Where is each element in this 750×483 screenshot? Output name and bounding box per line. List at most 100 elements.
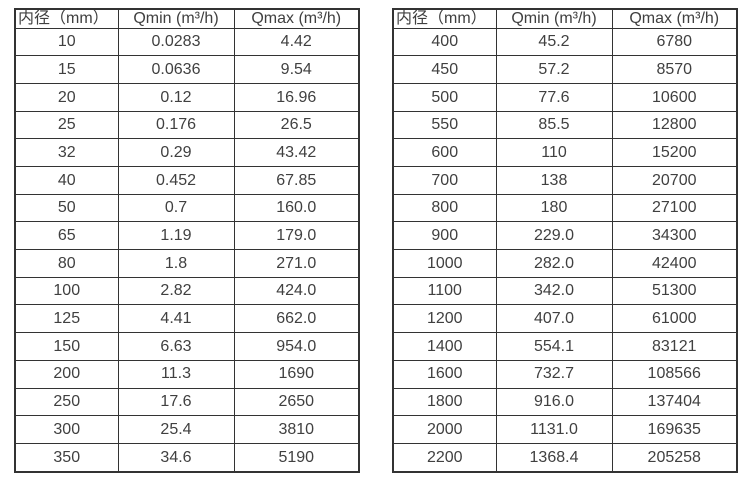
header-row: 内径（mm） Qmin (m³/h) Qmax (m³/h) [14, 8, 360, 29]
cell: 34300 [611, 221, 738, 251]
cell: 83121 [611, 332, 738, 361]
table-row: 65 1.19 179.0 [14, 221, 360, 251]
cell: 100 [14, 276, 119, 306]
cell: 85.5 [495, 110, 613, 140]
cell: 271.0 [233, 249, 360, 278]
cell: 250 [14, 387, 119, 417]
cell: 1100 [392, 276, 497, 306]
cell: 77.6 [495, 82, 613, 112]
cell: 42400 [611, 249, 738, 278]
column-header: Qmin (m³/h) [495, 8, 613, 29]
cell: 800 [392, 193, 497, 223]
cell: 0.0283 [117, 27, 235, 57]
cell: 179.0 [233, 221, 360, 251]
cell: 407.0 [495, 304, 613, 334]
table-row: 350 34.6 5190 [14, 442, 360, 473]
cell: 350 [14, 442, 119, 473]
cell: 1000 [392, 249, 497, 278]
table-row: 100 2.82 424.0 [14, 276, 360, 306]
table-row: 550 85.5 12800 [392, 110, 738, 140]
cell: 34.6 [117, 442, 235, 473]
cell: 27100 [611, 193, 738, 223]
cell: 205258 [611, 442, 738, 473]
table-row: 10 0.0283 4.42 [14, 27, 360, 57]
cell: 8570 [611, 55, 738, 84]
cell: 1690 [233, 359, 360, 389]
cell: 17.6 [117, 387, 235, 417]
cell: 916.0 [495, 387, 613, 417]
table-row: 25 0.176 26.5 [14, 110, 360, 140]
cell: 45.2 [495, 27, 613, 57]
cell: 342.0 [495, 276, 613, 306]
cell: 0.12 [117, 82, 235, 112]
cell: 3810 [233, 415, 360, 444]
table-row: 1200 407.0 61000 [392, 304, 738, 334]
cell: 5190 [233, 442, 360, 473]
cell: 137404 [611, 387, 738, 417]
table-row: 50 0.7 160.0 [14, 193, 360, 223]
cell: 9.54 [233, 55, 360, 84]
cell: 180 [495, 193, 613, 223]
cell: 554.1 [495, 332, 613, 361]
cell: 424.0 [233, 276, 360, 306]
cell: 20 [14, 82, 119, 112]
cell: 10 [14, 27, 119, 57]
cell: 15 [14, 55, 119, 84]
flow-table-large-diameters: 内径（mm） Qmin (m³/h) Qmax (m³/h) 400 45.2 6780… [392, 8, 738, 473]
table-row: 450 57.2 8570 [392, 55, 738, 84]
table-row: 1800 916.0 137404 [392, 387, 738, 417]
table-row: 400 45.2 6780 [392, 27, 738, 57]
table-row: 1600 732.7 108566 [392, 359, 738, 389]
cell: 300 [14, 415, 119, 444]
cell: 2000 [392, 415, 497, 444]
cell: 110 [495, 138, 613, 168]
cell: 1.19 [117, 221, 235, 251]
column-header: 内径（mm） [392, 8, 497, 29]
cell: 169635 [611, 415, 738, 444]
table-row: 1400 554.1 83121 [392, 332, 738, 361]
cell: 11.3 [117, 359, 235, 389]
cell: 10600 [611, 82, 738, 112]
table-row: 125 4.41 662.0 [14, 304, 360, 334]
cell: 450 [392, 55, 497, 84]
table-row: 250 17.6 2650 [14, 387, 360, 417]
cell: 2.82 [117, 276, 235, 306]
table-row: 200 11.3 1690 [14, 359, 360, 389]
flow-table-small-diameters: 内径（mm） Qmin (m³/h) Qmax (m³/h) 10 0.0283 4.4… [14, 8, 360, 473]
cell: 1.8 [117, 249, 235, 278]
cell: 51300 [611, 276, 738, 306]
cell: 2650 [233, 387, 360, 417]
cell: 0.7 [117, 193, 235, 223]
cell: 32 [14, 138, 119, 168]
cell: 150 [14, 332, 119, 361]
table-row: 2000 1131.0 169635 [392, 415, 738, 444]
cell: 16.96 [233, 82, 360, 112]
cell: 57.2 [495, 55, 613, 84]
column-header: Qmin (m³/h) [117, 8, 235, 29]
cell: 6.63 [117, 332, 235, 361]
table-row: 15 0.0636 9.54 [14, 55, 360, 84]
cell: 61000 [611, 304, 738, 334]
cell: 0.176 [117, 110, 235, 140]
cell: 26.5 [233, 110, 360, 140]
cell: 25.4 [117, 415, 235, 444]
cell: 229.0 [495, 221, 613, 251]
header-row: 内径（mm） Qmin (m³/h) Qmax (m³/h) [392, 8, 738, 29]
cell: 138 [495, 166, 613, 195]
cell: 67.85 [233, 166, 360, 195]
cell: 125 [14, 304, 119, 334]
column-header: 内径（mm） [14, 8, 119, 29]
cell: 25 [14, 110, 119, 140]
table-row: 2200 1368.4 205258 [392, 442, 738, 473]
table-row: 700 138 20700 [392, 166, 738, 195]
table-row: 40 0.452 67.85 [14, 166, 360, 195]
table-row: 1000 282.0 42400 [392, 249, 738, 278]
cell: 15200 [611, 138, 738, 168]
table-row: 150 6.63 954.0 [14, 332, 360, 361]
cell: 1400 [392, 332, 497, 361]
cell: 550 [392, 110, 497, 140]
cell: 732.7 [495, 359, 613, 389]
cell: 50 [14, 193, 119, 223]
table-row: 32 0.29 43.42 [14, 138, 360, 168]
